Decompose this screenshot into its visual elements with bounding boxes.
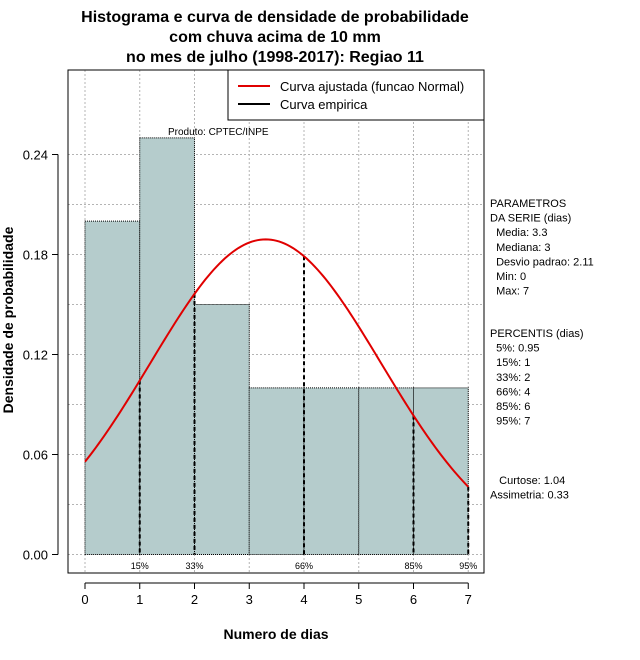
percentis-line-5: 85%: 6	[490, 401, 530, 413]
histogram-bars	[84, 137, 469, 556]
params-line-6: Max: 7	[490, 286, 529, 298]
params-line-5: Min: 0	[490, 271, 526, 283]
percentis-line-6: 95%: 7	[490, 416, 530, 428]
credit-label: Produto: CPTEC/INPE	[168, 127, 269, 138]
shape-line-0: Curtose: 1.04	[490, 475, 565, 487]
params-line-1: DA SERIE (dias)	[490, 213, 571, 225]
percentile-label-3: 85%	[404, 561, 422, 571]
params-line-4: Desvio padrao: 2.11	[490, 256, 594, 268]
chart-title-line-3: no mes de julho (1998-2017): Regiao 11	[126, 49, 424, 66]
y-tick-label-3: 0.18	[23, 247, 48, 262]
params-line-3: Mediana: 3	[490, 242, 551, 254]
x-axis-title: Numero de dias	[223, 626, 328, 642]
legend-box	[227, 69, 485, 121]
percentile-label-1: 33%	[185, 561, 203, 571]
y-axis-title: Densidade de probabilidade	[0, 226, 16, 413]
x-tick-label-2: 2	[191, 592, 198, 607]
y-tick-label-4: 0.24	[23, 147, 48, 162]
stats-panel: PARAMETROS DA SERIE (dias) Media: 3.3 Med…	[490, 198, 594, 502]
params-line-2: Media: 3.3	[490, 227, 547, 239]
params-line-0: PARAMETROS	[490, 198, 566, 210]
percentis-line-2: 15%: 1	[490, 357, 530, 369]
histogram-bar-2	[194, 303, 250, 556]
x-tick-label-0: 0	[81, 592, 88, 607]
y-tick-label-2: 0.12	[23, 347, 48, 362]
y-tick-label-1: 0.06	[23, 447, 48, 462]
chart-title-line-1: Histograma e curva de densidade de proba…	[81, 9, 469, 26]
shape-line-1: Assimetria: 0.33	[490, 490, 569, 502]
histogram-bar-1	[139, 137, 195, 556]
histogram-bar-5	[358, 387, 414, 556]
x-tick-label-1: 1	[136, 592, 143, 607]
normal-curve-line	[84, 238, 469, 488]
percentis-line-0: PERCENTIS (dias)	[490, 328, 584, 340]
legend-label-fitted: Curva ajustada (funcao Normal)	[280, 79, 464, 94]
histogram-bar-3	[248, 387, 305, 556]
chart-title-line-2: com chuva acima de 10 mm	[169, 29, 381, 46]
x-tick-label-5: 5	[355, 592, 362, 607]
x-tick-label-3: 3	[246, 592, 253, 607]
y-tick-label-0: 0.00	[23, 548, 48, 563]
percentis-line-1: 5%: 0.95	[490, 343, 540, 355]
percentile-label-0: 15%	[131, 561, 149, 571]
percentile-label-2: 66%	[295, 561, 313, 571]
histogram-bar-6	[413, 387, 469, 556]
percentis-line-4: 66%: 4	[490, 386, 530, 398]
percentile-markers: 15% 33% 66% 85% 95%	[131, 256, 477, 571]
y-axis: 0.00 0.06 0.12 0.18 0.24	[23, 147, 59, 563]
x-tick-label-7: 7	[465, 592, 472, 607]
percentile-label-4: 95%	[459, 561, 477, 571]
legend-label-empirical: Curva empirica	[280, 97, 368, 112]
x-tick-label-6: 6	[410, 592, 417, 607]
x-axis: 0 1 2 3 4 5 6 7	[81, 582, 472, 607]
percentis-line-3: 33%: 2	[490, 372, 530, 384]
histogram-bar-0	[84, 220, 141, 556]
x-tick-label-4: 4	[300, 592, 307, 607]
legend: Curva ajustada (funcao Normal) Curva emp…	[227, 69, 485, 121]
histogram-bar-4	[303, 387, 360, 556]
